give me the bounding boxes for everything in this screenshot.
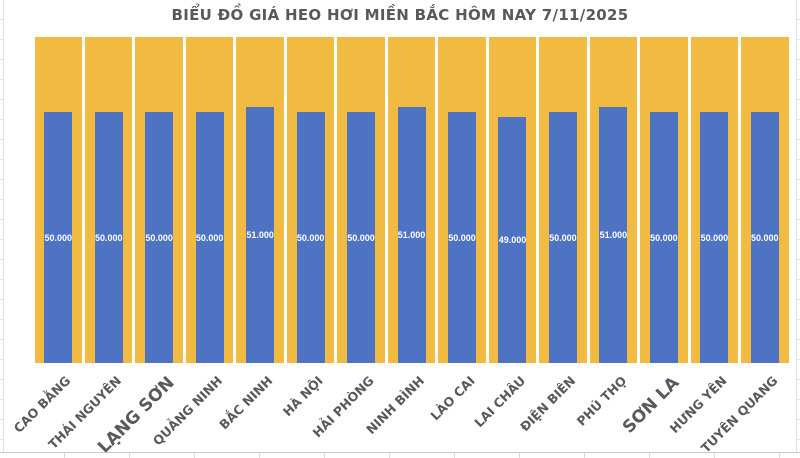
category-label: LẠNG SƠN [93, 373, 179, 458]
value-bar[interactable]: 50.000 [750, 112, 779, 363]
category-label: ĐIỆN BIÊN [517, 373, 579, 435]
value-bar[interactable]: 50.000 [44, 112, 73, 363]
category-label: QUẢNG NINH [149, 373, 226, 449]
value-bar[interactable]: 50.000 [296, 112, 325, 363]
value-label: 51.000 [246, 230, 274, 241]
value-bar[interactable]: 49.000 [498, 117, 527, 363]
chart-title: BIỂU ĐỒ GIÁ HEO HƠI MIỀN BẮC HÔM NAY 7/1… [171, 6, 629, 24]
chart-border-left [3, 0, 4, 452]
worksheet-gridline-ticks-bottom [0, 453, 800, 458]
plot-area: 50.000 50.000 50.000 50.000 51.000 50.000 50.0… [33, 37, 790, 363]
value-label: 50.000 [549, 232, 577, 243]
value-label: 50.000 [145, 232, 173, 243]
category-label: HÀ NỘI [280, 373, 327, 420]
value-bar[interactable]: 50.000 [649, 112, 678, 363]
bar-slot: 50.000 [83, 37, 133, 363]
value-label: 50.000 [700, 232, 729, 243]
value-bar[interactable]: 50.000 [548, 112, 577, 363]
value-label: 50.000 [448, 232, 476, 243]
category-label: CAO BẰNG [11, 373, 74, 436]
bar-slot: 50.000 [538, 37, 588, 363]
value-bar[interactable]: 51.000 [599, 107, 628, 363]
value-label: 50.000 [347, 232, 375, 243]
value-label: 49.000 [498, 235, 527, 246]
chart-border-right [796, 0, 797, 452]
category-label: PHÚ THỌ [573, 373, 630, 429]
value-bar[interactable]: 50.000 [195, 112, 224, 363]
value-label: 50.000 [296, 232, 325, 243]
category-label: HẢI PHÒNG [309, 373, 377, 441]
bar-slot: 50.000 [285, 37, 335, 363]
value-bar[interactable]: 50.000 [145, 112, 174, 363]
category-label: HƯNG YÊN [666, 373, 730, 436]
value-bar[interactable]: 50.000 [700, 112, 729, 363]
category-label: NINH BÌNH [363, 373, 428, 437]
bar-slot: 50.000 [184, 37, 234, 363]
worksheet-gridline-ticks-left [0, 0, 3, 452]
value-label: 50.000 [751, 232, 779, 243]
value-label: 51.000 [397, 230, 426, 241]
bar-slot: 50.000 [689, 37, 739, 363]
value-label: 50.000 [94, 232, 123, 243]
value-label: 51.000 [599, 230, 628, 241]
value-bar[interactable]: 50.000 [94, 112, 123, 363]
bar-slot: 50.000 [33, 37, 83, 363]
value-bar[interactable]: 51.000 [246, 107, 275, 363]
bar-slot: 50.000 [740, 37, 790, 363]
category-label: LAI CHÂU [470, 373, 529, 431]
category-label: THÁI NGUYÊN [45, 373, 125, 452]
category-label: TUYÊN QUANG [697, 373, 781, 456]
value-label: 50.000 [650, 232, 678, 243]
category-label: LÀO CAI [427, 373, 478, 424]
bar-slot: 51.000 [588, 37, 638, 363]
chart-border-bottom [0, 452, 800, 453]
value-label: 50.000 [44, 232, 72, 243]
category-label: SƠN LA [618, 373, 683, 438]
bar-slot: 51.000 [386, 37, 436, 363]
bar-slot: 50.000 [134, 37, 184, 363]
value-bar[interactable]: 51.000 [397, 107, 426, 363]
value-bar[interactable]: 50.000 [447, 112, 476, 363]
value-bar[interactable]: 50.000 [347, 112, 376, 363]
value-label: 50.000 [195, 232, 224, 243]
bar-slot: 51.000 [235, 37, 285, 363]
bar-slot: 50.000 [639, 37, 689, 363]
bar-slot: 50.000 [336, 37, 386, 363]
bar-slot: 49.000 [487, 37, 537, 363]
category-label: BẮC NINH [216, 373, 276, 433]
worksheet-gridline-ticks-right [797, 0, 800, 452]
bar-slot: 50.000 [437, 37, 487, 363]
